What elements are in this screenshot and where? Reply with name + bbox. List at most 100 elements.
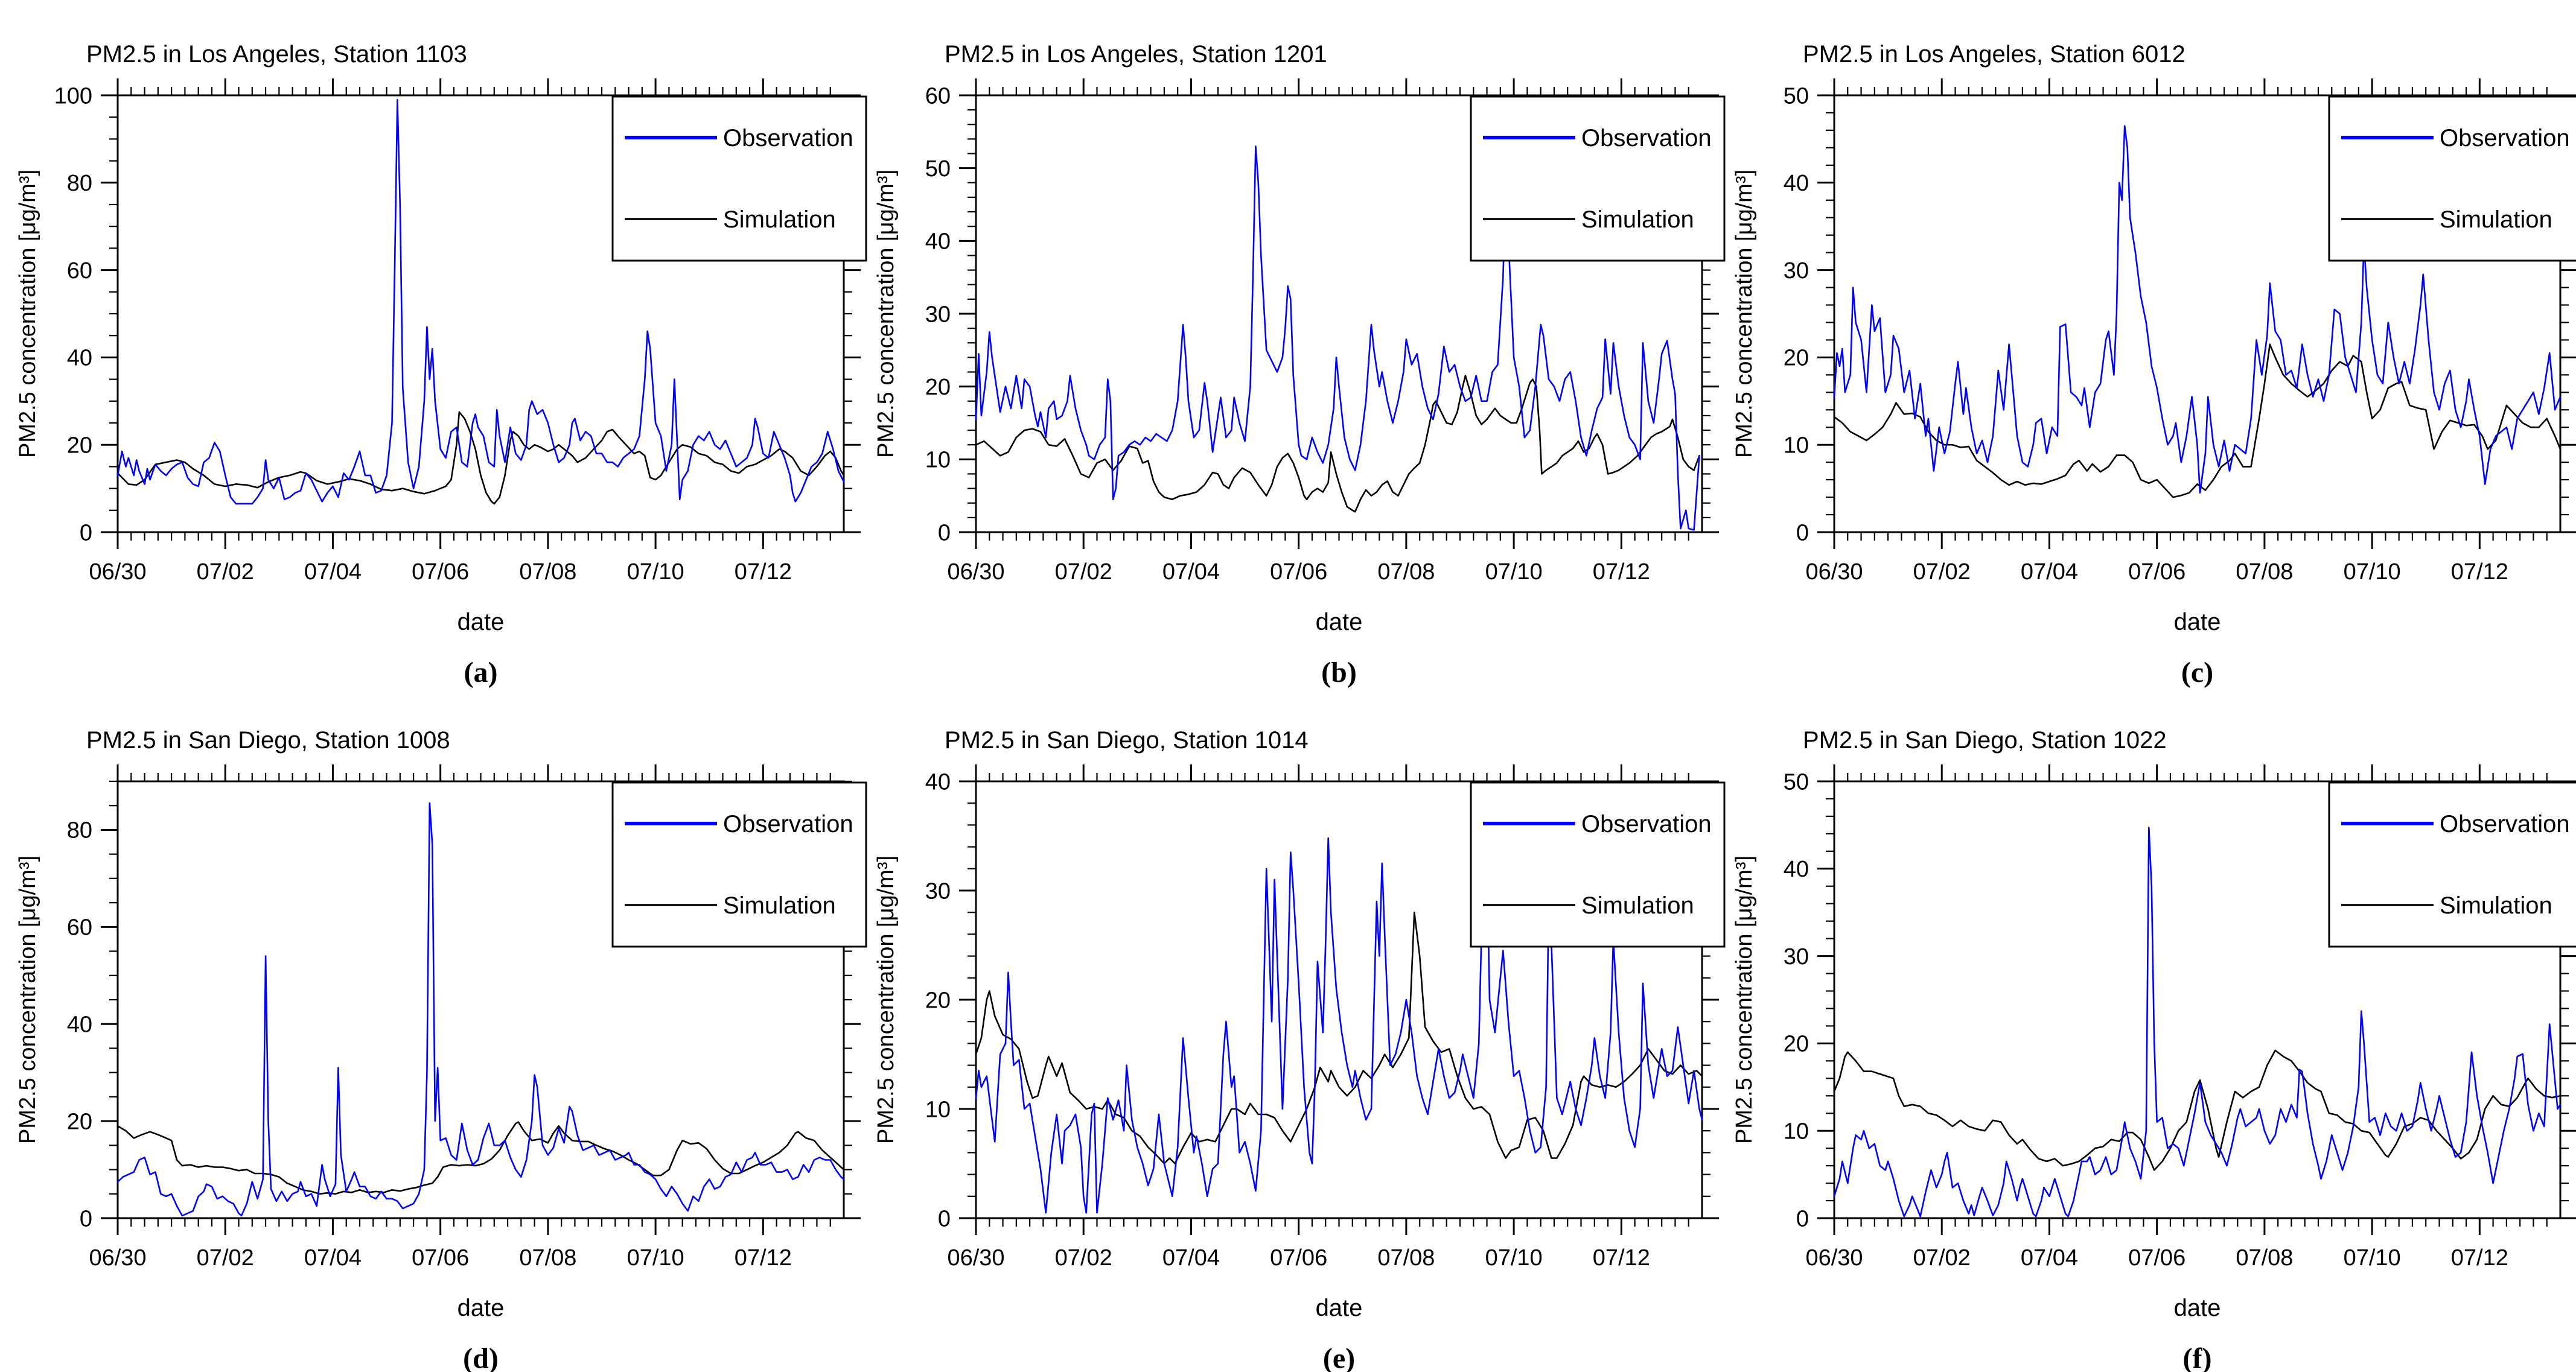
y-tick-label: 50 (1784, 83, 1809, 109)
x-tick-label: 07/02 (197, 1245, 254, 1271)
y-tick-label: 0 (938, 1206, 951, 1231)
x-tick-label: 07/08 (519, 559, 576, 585)
legend-label-simulation: Simulation (723, 892, 836, 919)
y-tick-label: 40 (67, 1012, 92, 1038)
axes (1817, 764, 2576, 1235)
legend-box (1470, 95, 1726, 262)
y-tick-label: 50 (925, 156, 951, 182)
legend: Observation Simulation (2328, 95, 2576, 262)
y-tick-label: 0 (80, 1206, 92, 1231)
x-tick-label: 07/06 (2128, 1245, 2185, 1271)
panel-letter: (b) (1321, 656, 1357, 688)
panel-c: 0 10 20 30 40 50 06/30 07/02 07/04 07/06 07/08 07/1… (1717, 0, 2576, 688)
legend-label-observation: Observation (1581, 811, 1712, 837)
x-tick-label: 07/12 (1593, 1245, 1650, 1271)
simulation-line (116, 411, 845, 505)
series (1833, 827, 2562, 1218)
legend-box (611, 95, 867, 262)
series (975, 145, 1700, 531)
x-tick-label: 07/12 (2451, 559, 2508, 585)
y-tick-label: 40 (67, 346, 92, 371)
x-tick-label: 06/30 (1805, 1245, 1863, 1271)
axes (101, 764, 861, 1235)
legend: Observation Simulation (1470, 95, 1726, 262)
legend-box (2328, 95, 2576, 262)
y-tick-label: 20 (1784, 346, 1809, 371)
x-tick-label: 07/12 (735, 1245, 792, 1271)
legend-label-observation: Observation (723, 811, 853, 837)
x-tick-label: 07/02 (1055, 559, 1112, 585)
chart-a-content: 0 20 40 60 80 100 06/30 07/02 07/04 07/06 07/08 07/… (15, 41, 867, 688)
observation-line (975, 819, 1703, 1214)
tick-labels: 0 20 40 60 80 06/30 07/02 07/04 07/06 07/08 07/10 0… (67, 818, 792, 1271)
y-tick-label: 60 (67, 915, 92, 941)
chart-b: 0 10 20 30 40 50 60 06/30 07/02 07/04 07/06 07/08 07… (873, 41, 1726, 688)
x-axis-label: date (2174, 1295, 2221, 1321)
legend-box (611, 781, 867, 948)
legend-label-observation: Observation (723, 125, 853, 151)
chart-f: 0 10 20 30 40 50 06/30 07/02 07/04 07/06 07/08 07/1… (1732, 727, 2576, 1372)
y-tick-label: 40 (1784, 857, 1809, 882)
simulation-line (975, 375, 1700, 513)
x-tick-label: 07/10 (627, 1245, 684, 1271)
legend-box (1470, 781, 1726, 948)
tick-labels: 0 10 20 30 40 06/30 07/02 07/04 07/06 07/08 07/10 0… (925, 769, 1650, 1271)
legend-label-simulation: Simulation (2440, 892, 2552, 919)
x-tick-label: 07/02 (1055, 1245, 1112, 1271)
tick-labels: 0 10 20 30 40 50 06/30 07/02 07/04 07/06 07/08 07/1… (1784, 769, 2508, 1271)
chart-d: 0 20 40 60 80 06/30 07/02 07/04 07/06 07/08 07/10 0… (15, 727, 867, 1372)
chart-e: 0 10 20 30 40 06/30 07/02 07/04 07/06 07/08 07/10 0… (873, 727, 1726, 1372)
legend-label-simulation: Simulation (1581, 206, 1694, 233)
x-tick-label: 07/04 (304, 1245, 362, 1271)
chart-a: 0 20 40 60 80 100 06/30 07/02 07/04 07/06 07/08 07/… (15, 41, 867, 688)
y-tick-label: 80 (67, 171, 92, 196)
x-tick-label: 07/12 (735, 559, 792, 585)
y-tick-label: 20 (925, 375, 951, 400)
panel-d: 0 20 40 60 80 06/30 07/02 07/04 07/06 07/08 07/10 0… (0, 686, 867, 1372)
x-tick-label: 07/06 (1270, 1245, 1327, 1271)
y-tick-label: 40 (925, 769, 951, 795)
x-tick-label: 07/12 (2451, 1245, 2508, 1271)
chart-title: PM2.5 in San Diego, Station 1014 (945, 727, 1309, 754)
legend: Observation Simulation (611, 95, 867, 262)
x-tick-label: 07/04 (1162, 559, 1220, 585)
x-tick-label: 07/06 (412, 559, 469, 585)
legend-label-simulation: Simulation (723, 206, 836, 233)
simulation-line (116, 1121, 845, 1195)
observation-line (975, 145, 1700, 531)
y-tick-label: 10 (925, 1097, 951, 1122)
series (975, 819, 1703, 1214)
y-tick-label: 60 (67, 258, 92, 284)
y-tick-label: 40 (925, 229, 951, 255)
y-tick-label: 0 (1796, 1206, 1809, 1231)
chart-d-content: 0 20 40 60 80 06/30 07/02 07/04 07/06 07/08 07/10 0… (15, 727, 867, 1372)
x-axis-label: date (1316, 1295, 1363, 1321)
y-axis-label: PM2.5 concentration [μg/m³] (15, 856, 40, 1144)
legend-label-observation: Observation (2440, 125, 2570, 151)
y-axis-label: PM2.5 concentration [μg/m³] (1732, 856, 1757, 1144)
series (1833, 125, 2562, 498)
panel-b: 0 10 20 30 40 50 60 06/30 07/02 07/04 07/06 07/08 07… (858, 0, 1726, 688)
y-tick-label: 20 (1784, 1032, 1809, 1057)
panel-letter: (e) (1323, 1342, 1355, 1372)
panel-f: 0 10 20 30 40 50 06/30 07/02 07/04 07/06 07/08 07/1… (1717, 686, 2576, 1372)
chart-b-content: 0 10 20 30 40 50 60 06/30 07/02 07/04 07/06 07/08 07… (873, 41, 1726, 688)
y-tick-label: 60 (925, 83, 951, 109)
chart-title: PM2.5 in Los Angeles, Station 6012 (1803, 41, 2185, 68)
x-tick-label: 07/12 (1593, 559, 1650, 585)
panel-e: 0 10 20 30 40 06/30 07/02 07/04 07/06 07/08 07/10 0… (858, 686, 1726, 1372)
y-axis-label: PM2.5 concentration [μg/m³] (1732, 170, 1757, 458)
panel-letter: (f) (2183, 1342, 2212, 1372)
x-tick-label: 07/08 (2236, 559, 2293, 585)
chart-e-content: 0 10 20 30 40 06/30 07/02 07/04 07/06 07/08 07/10 0… (873, 727, 1726, 1372)
series (116, 802, 845, 1217)
x-tick-label: 07/10 (1485, 1245, 1543, 1271)
x-tick-label: 07/04 (1162, 1245, 1220, 1271)
x-tick-label: 07/06 (1270, 559, 1327, 585)
legend-box (2328, 781, 2576, 948)
y-tick-label: 10 (1784, 433, 1809, 459)
x-tick-label: 07/04 (2021, 559, 2078, 585)
chart-title: PM2.5 in Los Angeles, Station 1201 (945, 41, 1327, 68)
axes (1817, 78, 2576, 549)
